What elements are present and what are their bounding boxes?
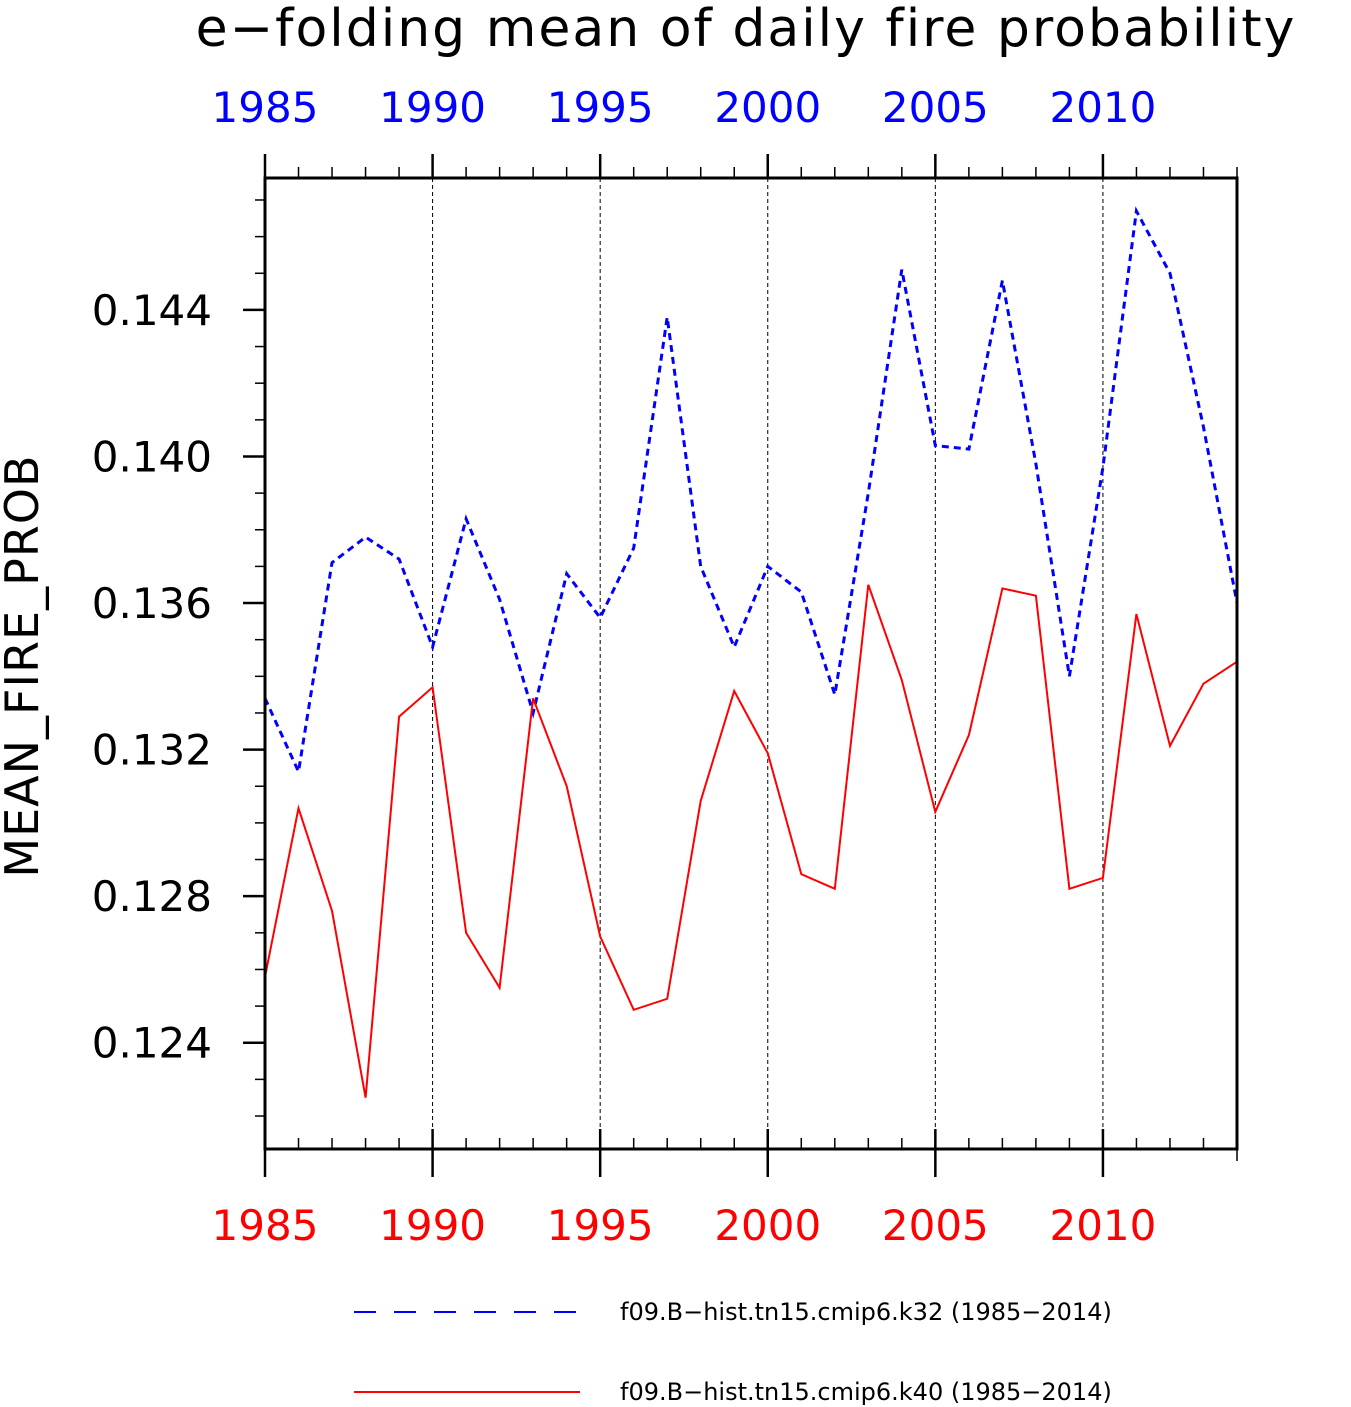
series-line-2 <box>264 584 1238 1098</box>
x-tick-label-bottom-2000: 2000 <box>714 1201 821 1250</box>
x-tick-label-top-2010: 2010 <box>1049 83 1156 132</box>
x-tick-label-top-1990: 1990 <box>379 83 486 132</box>
x-tick-label-top-1985: 1985 <box>212 83 319 132</box>
legend-label-1: f09.B−hist.tn15.cmip6.k32 (1985−2014) <box>620 1298 1112 1326</box>
y-tick-label-0.144: 0.144 <box>92 286 212 335</box>
y-tick-labels: 0.124 0.128 0.132 0.136 0.140 0.144 <box>92 286 212 1068</box>
y-axis-label: MEAN_FIRE_PROB <box>0 454 49 877</box>
chart-title: e−folding mean of daily fire probability <box>196 0 1297 59</box>
y-tick-label-0.128: 0.128 <box>92 872 212 921</box>
x-tick-labels-bottom: 1985 1990 1995 2000 2005 2010 <box>212 1201 1157 1250</box>
grid-lines <box>432 178 1104 1149</box>
x-tick-label-bottom-2010: 2010 <box>1049 1201 1156 1250</box>
x-tick-label-top-2000: 2000 <box>714 83 821 132</box>
y-tick-label-0.136: 0.136 <box>92 579 212 628</box>
legend: f09.B−hist.tn15.cmip6.k32 (1985−2014) f09… <box>354 1298 1112 1406</box>
series-line-1 <box>263 206 1239 777</box>
x-tick-label-bottom-1990: 1990 <box>379 1201 486 1250</box>
y-tick-label-0.132: 0.132 <box>92 726 212 775</box>
y-tick-label-0.124: 0.124 <box>92 1019 212 1068</box>
plot-frame <box>263 176 1239 1151</box>
minor-ticks <box>255 167 1238 1161</box>
x-tick-label-bottom-1995: 1995 <box>547 1201 654 1250</box>
x-tick-labels-top: 1985 1990 1995 2000 2005 2010 <box>212 83 1157 132</box>
y-tick-label-0.140: 0.140 <box>92 432 212 481</box>
legend-label-2: f09.B−hist.tn15.cmip6.k40 (1985−2014) <box>620 1378 1112 1406</box>
x-tick-label-bottom-1985: 1985 <box>212 1201 319 1250</box>
x-tick-label-top-2005: 2005 <box>882 83 989 132</box>
series-lines <box>263 206 1239 1098</box>
x-tick-label-bottom-2005: 2005 <box>882 1201 989 1250</box>
x-tick-label-top-1995: 1995 <box>547 83 654 132</box>
